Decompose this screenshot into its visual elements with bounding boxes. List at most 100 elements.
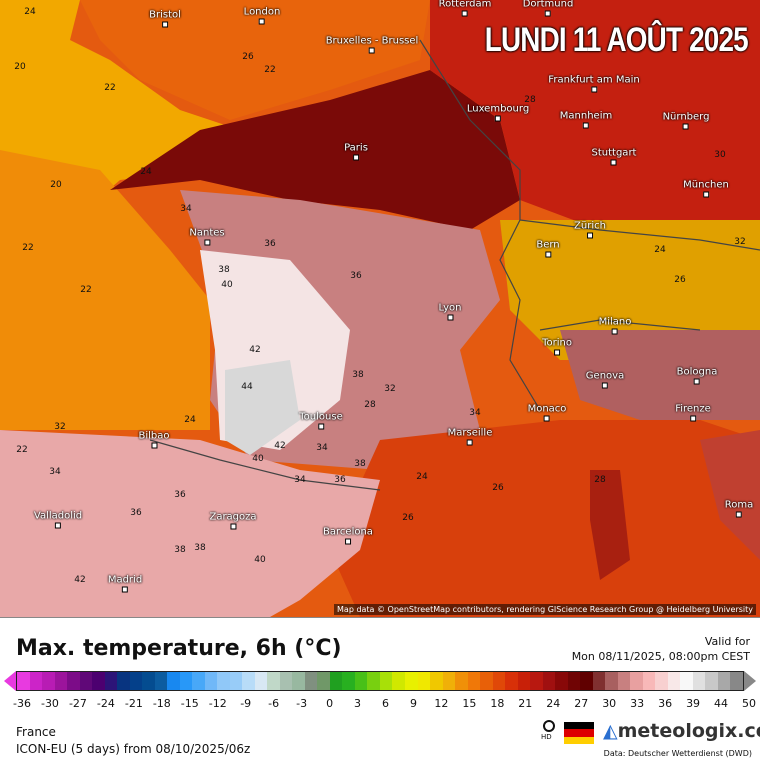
colorbar-tick-label: -15 (180, 697, 199, 710)
city-name: Bilbao (138, 430, 170, 442)
north-france (110, 70, 520, 230)
city-label: Madrid (108, 575, 142, 593)
contour-label: 38 (354, 459, 366, 469)
contour-label: 24 (184, 415, 196, 425)
city-marker (702, 191, 709, 198)
city-marker (467, 439, 473, 446)
contour-label: 34 (180, 204, 192, 214)
city-name: Dortmund (522, 0, 574, 10)
valid-datetime: Mon 08/11/2025, 08:00pm CEST (571, 650, 750, 663)
city-marker (582, 122, 589, 129)
landes-hot (225, 360, 300, 455)
po-valley (560, 330, 760, 420)
city-name: Genova (585, 370, 625, 382)
colorbar-swatch (430, 672, 443, 690)
colorbar-max-arrow (744, 671, 756, 691)
colorbar-swatch (142, 672, 155, 690)
contour-label: 26 (402, 513, 414, 523)
contour-label: 26 (674, 275, 686, 285)
colorbar-tick-label: 50 (742, 697, 756, 710)
colorbar-tick-label: -21 (124, 697, 143, 710)
contour-label: 34 (49, 467, 61, 477)
city-marker (447, 314, 453, 321)
city-name: Valladolid (33, 510, 83, 522)
city-label: Torino (542, 338, 572, 356)
city-name: Nürnberg (662, 111, 710, 123)
contour-label: 28 (364, 400, 376, 410)
data-source: Data: Deutscher Wetterdienst (DWD) (603, 749, 752, 758)
colorbar-swatch (530, 672, 543, 690)
colorbar-swatch (342, 672, 355, 690)
city-label: Dortmund (522, 0, 574, 17)
colorbar-swatch (392, 672, 405, 690)
city-marker (590, 86, 597, 93)
colorbar-swatch (292, 672, 305, 690)
colorbar-swatch (329, 672, 343, 690)
colorbar-swatch (517, 672, 531, 690)
colorbar-swatch (655, 672, 668, 690)
valid-time: Valid for Mon 08/11/2025, 08:00pm CEST (572, 634, 750, 664)
contour-label: 22 (16, 445, 28, 455)
colorbar-tick-label: -6 (268, 697, 280, 710)
city-label: Nantes (189, 228, 225, 246)
colorbar-tick-label: 9 (409, 697, 417, 710)
city-label: Frankfurt am Main (548, 75, 640, 93)
contour-label: 24 (140, 167, 152, 177)
contour-label: 26 (242, 52, 254, 62)
colorbar-tick-label: 12 (434, 697, 449, 710)
brand-logo[interactable]: ◭meteologix.com (603, 720, 760, 742)
colorbar-swatch (367, 672, 380, 690)
contour-label: 36 (264, 239, 276, 249)
legend-title: Max. temperature, 6h (°C) (16, 636, 342, 661)
colorbar-swatch (67, 672, 80, 690)
city-marker (602, 382, 608, 389)
city-label: Luxembourg (466, 103, 530, 122)
city-marker (736, 511, 742, 518)
map-attribution[interactable]: Map data © OpenStreetMap contributors, r… (334, 604, 756, 615)
colorbar-swatch (129, 672, 143, 690)
city-name: Marseille (447, 427, 493, 439)
city-label: Rotterdam (439, 0, 491, 17)
city-label: Zaragoza (209, 512, 257, 530)
zoom-hd-icon[interactable]: HD (541, 720, 555, 741)
brand-name: meteologix.com (617, 720, 760, 742)
colorbar-swatch (592, 672, 606, 690)
colorbar-swatch (404, 672, 418, 690)
contour-label: 24 (654, 245, 666, 255)
colorbar-tick-label: 33 (630, 697, 645, 710)
city-name: Bristol (149, 9, 181, 21)
city-name: Luxembourg (466, 103, 530, 115)
bay-of-biscay (0, 150, 210, 430)
city-label: Valladolid (33, 510, 83, 529)
colorbar-swatch (154, 672, 168, 690)
city-marker (554, 349, 560, 356)
colorbar-tick-label: 27 (574, 697, 589, 710)
temperature-map[interactable]: Bristol London Rotterdam Dortmund Bruxelles … (0, 0, 760, 617)
colorbar-swatch (667, 672, 681, 690)
contour-label: 44 (241, 382, 253, 392)
colorbar-swatch (505, 672, 518, 690)
colorbar-tick-label: -3 (296, 697, 308, 710)
colorbar-swatch (204, 672, 218, 690)
city-name: Milano (598, 316, 632, 328)
city-label: Bilbao (138, 430, 170, 449)
contour-label: 38 (194, 543, 206, 553)
contour-label: 36 (174, 490, 186, 500)
city-name: Paris (344, 142, 368, 154)
contour-label: 40 (254, 555, 266, 565)
contour-label: 30 (714, 150, 726, 160)
city-label: Roma (725, 500, 753, 518)
city-marker (693, 378, 700, 385)
city-marker (494, 115, 501, 122)
colorbar-tick-label: 15 (462, 697, 477, 710)
city-label: Paris (344, 142, 368, 161)
colorbar-tick-label: -9 (240, 697, 252, 710)
colorbar-tick-label: 6 (382, 697, 389, 710)
colorbar-ticks: -36 -30 -27 -24 -21 -18 -15 -12 -9 -6 -3 0 3 6 9 12 15 18… (0, 697, 760, 713)
contour-label: 22 (104, 83, 116, 93)
city-name: Stuttgart (591, 147, 637, 159)
city-label: Zürich (574, 221, 606, 239)
italy-south (700, 430, 760, 560)
city-label: Genova (585, 370, 625, 389)
contour-label: 26 (492, 483, 504, 493)
